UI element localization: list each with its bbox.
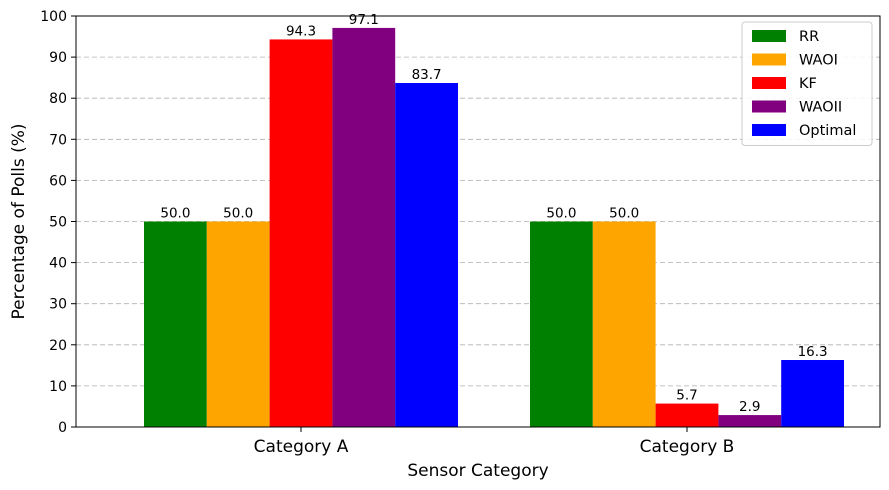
legend-swatch xyxy=(752,77,786,89)
bar-rr-a xyxy=(144,221,207,427)
y-tick-label: 10 xyxy=(49,379,67,395)
bar-value-label: 50.0 xyxy=(546,206,576,222)
bar-optimal-a xyxy=(395,82,458,428)
y-tick-label: 80 xyxy=(49,91,67,107)
y-tick-label: 100 xyxy=(40,9,67,25)
y-tick-label: 40 xyxy=(49,256,67,272)
bar-labels: 50.0 50.0 94.3 97.1 83.7 50.0 50.0 5.7 2.9 16.3 xyxy=(160,12,827,415)
y-tick-label: 30 xyxy=(49,297,67,313)
legend-label: Optimal xyxy=(799,123,856,139)
bar-value-label: 2.9 xyxy=(739,399,760,415)
legend-swatch xyxy=(752,100,786,113)
y-axis-title: Percentage of Polls (%) xyxy=(9,124,29,320)
y-tick-label: 90 xyxy=(49,50,67,66)
x-axis-title: Sensor Category xyxy=(407,461,548,481)
legend-label: KF xyxy=(799,76,817,92)
bars xyxy=(144,27,844,428)
legend-label: WAOII xyxy=(799,100,842,116)
x-tick-label: Category A xyxy=(254,437,349,457)
bar-kf-b xyxy=(655,403,719,427)
y-tick-label: 70 xyxy=(49,132,67,148)
bar-waoi-a xyxy=(206,221,270,427)
bar-value-label: 94.3 xyxy=(286,23,316,39)
legend-swatch xyxy=(752,30,786,42)
x-tick-label: Category B xyxy=(640,437,735,457)
bar-value-label: 83.7 xyxy=(412,67,442,83)
y-tick-label: 60 xyxy=(49,173,67,189)
legend-box xyxy=(741,21,873,146)
legend-swatch xyxy=(752,53,786,66)
y-tick-label: 50 xyxy=(49,215,67,231)
bar-value-label: 50.0 xyxy=(609,206,639,222)
bar-kf-a xyxy=(269,39,333,427)
bar-value-label: 16.3 xyxy=(798,344,828,360)
y-tick-label: 20 xyxy=(49,338,67,354)
grid-lines xyxy=(76,56,880,387)
bar-rr-b xyxy=(530,221,593,427)
bar-waoii-a xyxy=(332,27,396,427)
legend-swatch xyxy=(752,124,786,136)
bar-value-label: 97.1 xyxy=(349,12,379,28)
bar-value-label: 50.0 xyxy=(223,206,253,222)
bar-waoi-b xyxy=(592,221,656,427)
legend: RR WAOI KF WAOII Optimal xyxy=(741,21,873,146)
y-axis: 0 10 20 30 40 50 60 70 80 90 100 xyxy=(40,9,76,436)
bar-value-label: 50.0 xyxy=(160,206,190,222)
bar-waoii-b xyxy=(718,415,782,427)
legend-label: WAOI xyxy=(799,53,838,69)
y-tick-label: 0 xyxy=(58,420,67,436)
bar-optimal-b xyxy=(781,360,844,427)
bar-value-label: 5.7 xyxy=(676,388,697,404)
x-axis: Category A Category B xyxy=(254,427,735,457)
legend-label: RR xyxy=(799,29,819,45)
